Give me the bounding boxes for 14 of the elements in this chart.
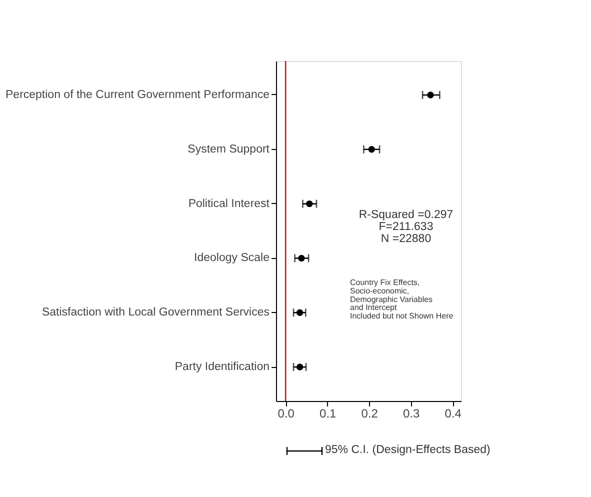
x-tick-label: 0.4	[444, 406, 462, 420]
annotation: Country Fix Effects, Socio-economic, Demographic Variables and Intercept Included but not Shown Here	[350, 278, 454, 321]
y-tick-label: Satisfaction with Local Government Services	[42, 306, 270, 319]
y-tick-label: Perception of the Current Government Performance	[6, 89, 270, 101]
x-tick-label: 0.1	[320, 406, 337, 420]
text: 95% C.I. (Design-Effects Based)	[325, 444, 490, 456]
annotation: R-Squared =0.297 F=211.633 N =22880	[358, 209, 454, 246]
y-tick-label: Ideology Scale	[194, 252, 270, 264]
y-tick-label: Party Identification	[174, 361, 270, 373]
x-tick-label: 0.2	[361, 406, 378, 420]
y-tick-label: Political Interest	[188, 198, 270, 210]
y-tick-label: System Support	[188, 143, 270, 156]
x-tick-label: 0.0	[278, 406, 295, 420]
x-tick-label: 0.3	[403, 406, 420, 420]
